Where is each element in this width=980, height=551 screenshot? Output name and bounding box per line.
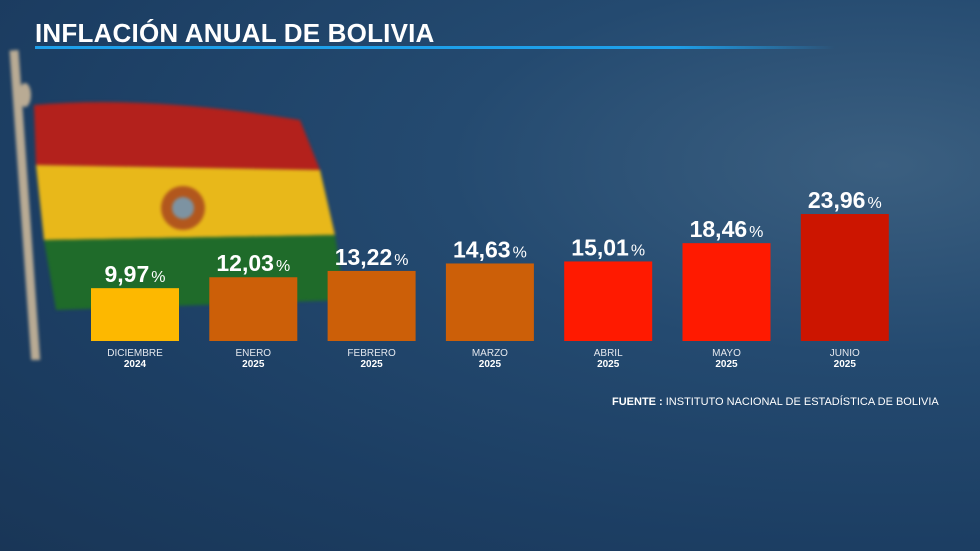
bar: [445, 263, 534, 341]
data-label: 12,03%: [216, 250, 290, 276]
x-tick-label-month: DICIEMBRE: [107, 348, 163, 359]
data-label: 13,22%: [335, 244, 409, 270]
bar: [564, 261, 653, 341]
x-tick-label-year: 2024: [124, 359, 147, 370]
x-tick-label-year: 2025: [597, 359, 620, 370]
bar: [327, 270, 416, 341]
data-label: 15,01%: [571, 234, 645, 260]
bar: [800, 214, 889, 341]
x-tick-label-month: MAYO: [712, 348, 741, 359]
x-tick-label-year: 2025: [360, 359, 383, 370]
source-note: FUENTE : INSTITUTO NACIONAL DE ESTADÍSTIC…: [612, 396, 939, 408]
x-tick-label-year: 2025: [834, 359, 857, 370]
bar: [209, 277, 298, 341]
page-title: INFLACIÓN ANUAL DE BOLIVIA: [35, 18, 435, 48]
x-tick-label-month: FEBRERO: [347, 348, 396, 359]
data-label: 9,97%: [105, 261, 166, 287]
source-label: FUENTE :: [612, 396, 663, 408]
x-tick-label-month: JUNIO: [830, 348, 860, 359]
title-underline: [35, 46, 835, 49]
bar: [91, 288, 179, 341]
bolivia-flag-image: [9, 50, 345, 360]
x-tick-label-year: 2025: [715, 359, 738, 370]
x-tick-label-month: ABRIL: [594, 348, 623, 359]
x-tick-label-year: 2025: [242, 359, 265, 370]
bar: [682, 243, 771, 341]
x-tick-label-year: 2025: [479, 359, 502, 370]
data-label: 23,96%: [808, 187, 882, 213]
data-label: 14,63%: [453, 236, 527, 262]
x-tick-label-month: MARZO: [472, 348, 508, 359]
source-text: INSTITUTO NACIONAL DE ESTADÍSTICA DE BOL…: [665, 396, 939, 408]
data-label: 18,46%: [690, 216, 764, 242]
x-tick-label-month: ENERO: [236, 348, 272, 359]
